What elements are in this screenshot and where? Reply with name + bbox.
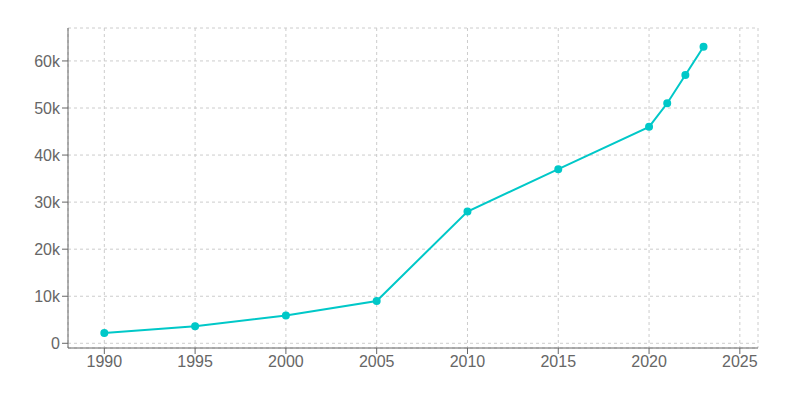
- svg-text:2020: 2020: [631, 353, 667, 370]
- svg-text:30k: 30k: [34, 194, 61, 211]
- svg-text:2000: 2000: [268, 353, 304, 370]
- svg-text:40k: 40k: [34, 147, 61, 164]
- svg-text:1990: 1990: [87, 353, 123, 370]
- svg-text:50k: 50k: [34, 100, 61, 117]
- svg-text:2005: 2005: [359, 353, 395, 370]
- svg-text:60k: 60k: [34, 53, 61, 70]
- svg-text:2025: 2025: [722, 353, 758, 370]
- svg-text:2010: 2010: [450, 353, 486, 370]
- svg-text:1995: 1995: [177, 353, 213, 370]
- svg-text:2015: 2015: [540, 353, 576, 370]
- svg-text:0: 0: [51, 335, 60, 352]
- svg-text:20k: 20k: [34, 241, 61, 258]
- svg-text:10k: 10k: [34, 288, 61, 305]
